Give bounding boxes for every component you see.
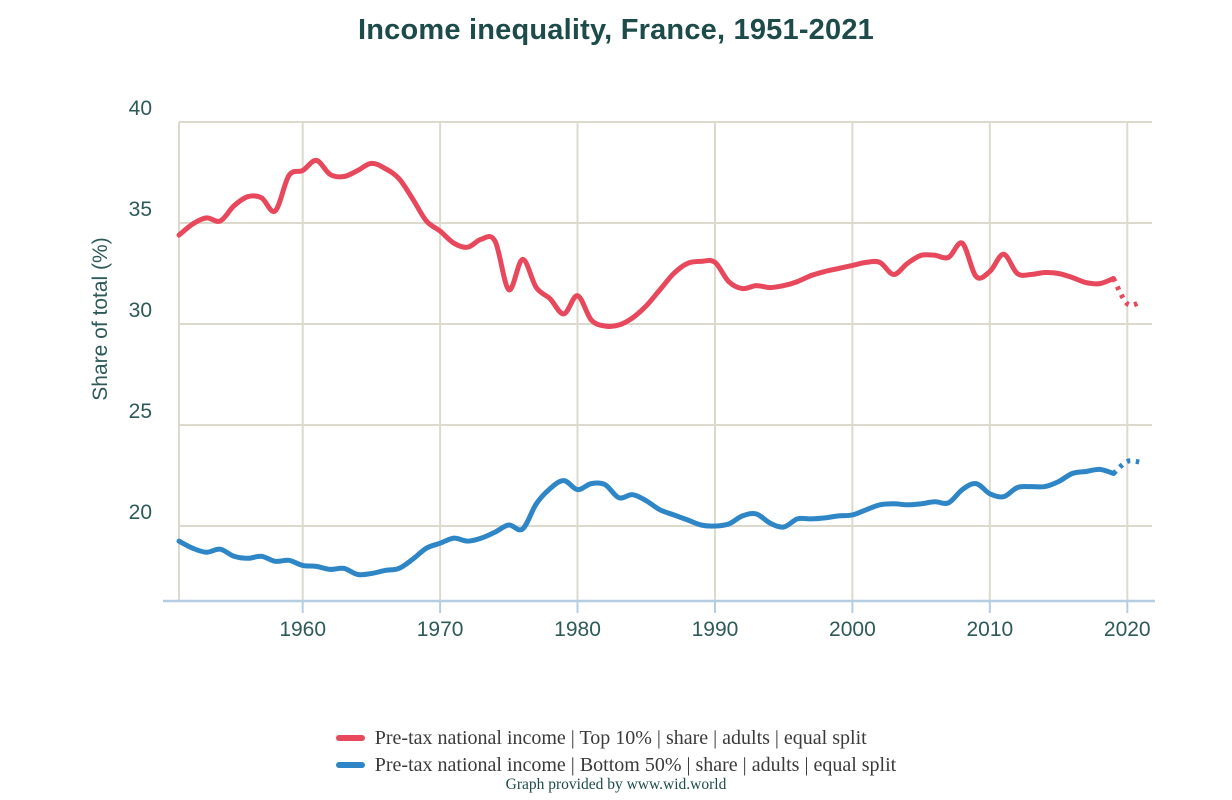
bottom50-series-swatch (335, 762, 365, 768)
x-tick-label: 1960 (279, 618, 327, 641)
x-tick-label: 2000 (829, 618, 876, 641)
series-line-top10-projection (1111, 277, 1142, 308)
legend: Pre-tax national income | Top 10% | shar… (0, 725, 1232, 778)
x-tick-label: 1980 (554, 618, 601, 641)
y-tick-label: 30 (128, 299, 152, 322)
y-axis-title: Share of total (%) (89, 237, 112, 401)
attribution-text: Graph provided by www.wid.world (505, 776, 727, 793)
top10-series-swatch (335, 735, 365, 741)
y-tick-label: 40 (128, 97, 152, 120)
legend-label-top10: Pre-tax national income | Top 10% | shar… (374, 727, 867, 749)
series-line-top10 (176, 157, 1116, 329)
y-tick-label: 35 (128, 198, 152, 221)
y-tick-label: 25 (128, 400, 152, 423)
x-tick-label: 2010 (966, 618, 1014, 641)
legend-item-bottom50: Pre-tax national income | Bottom 50% | s… (335, 752, 897, 778)
plot-canvas (163, 121, 1155, 613)
series-line-bottom50-projection (1111, 458, 1142, 476)
x-tick-label: 1990 (691, 618, 739, 641)
legend-label-bottom50: Pre-tax national income | Bottom 50% | s… (374, 754, 897, 776)
x-tick-label: 1970 (416, 618, 464, 641)
legend-item-top10: Pre-tax national income | Top 10% | shar… (335, 725, 867, 751)
y-tick-label: 20 (128, 501, 152, 524)
chart-area: 40 35 30 25 20 1960 1970 1980 1990 2000 2010 2020 … (89, 97, 1155, 641)
series-line-bottom50 (176, 466, 1116, 578)
chart-title: Income inequality, France, 1951-2021 (357, 14, 874, 46)
x-tick-label: 2020 (1103, 618, 1151, 641)
